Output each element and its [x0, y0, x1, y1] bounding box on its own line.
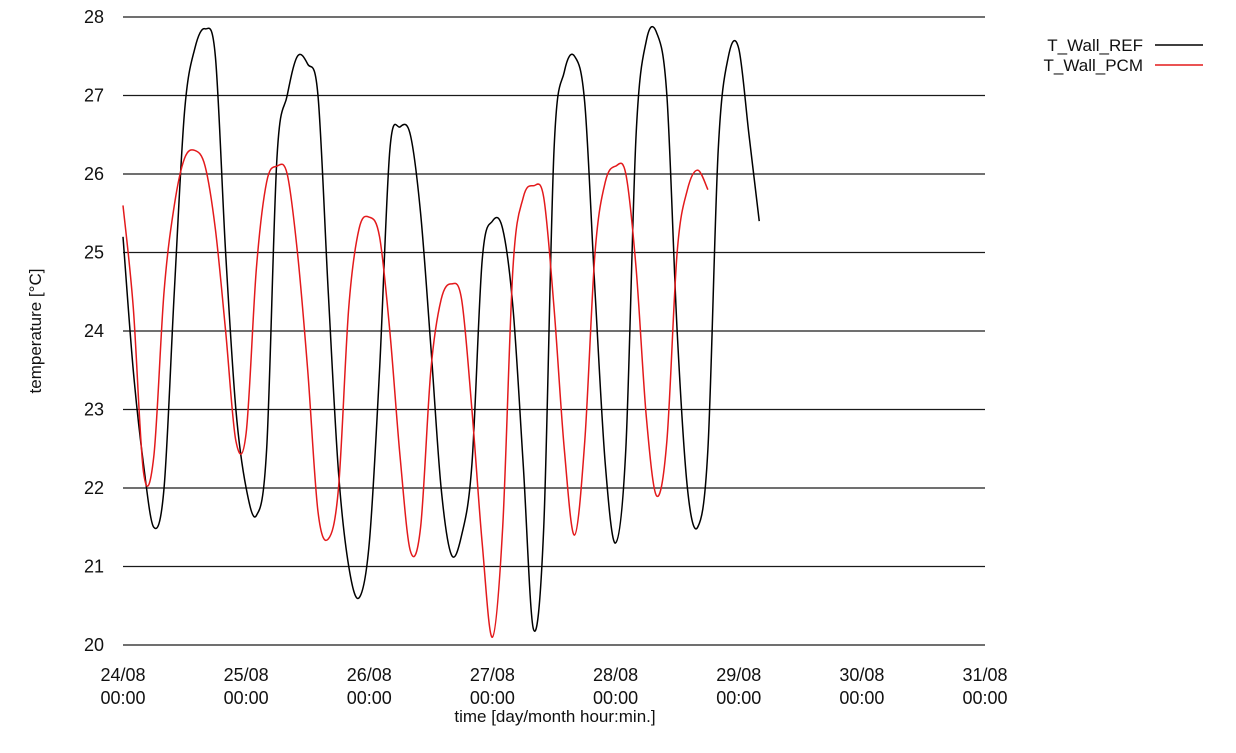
y-tick-label: 22	[84, 478, 104, 498]
x-tick-time: 00:00	[962, 688, 1007, 708]
x-tick: 24/08 00:00	[100, 665, 145, 708]
y-axis-ticks: 20 21 22 23 24 25 26 27 28	[84, 7, 104, 655]
series-line-T_Wall_PCM	[122, 149, 709, 638]
x-tick: 25/08 00:00	[224, 665, 269, 708]
grid-lines	[123, 16, 985, 646]
x-tick-date: 29/08	[716, 665, 761, 685]
x-tick-date: 30/08	[839, 665, 884, 685]
x-tick-time: 00:00	[100, 688, 145, 708]
y-tick-label: 27	[84, 86, 104, 106]
x-tick-date: 27/08	[470, 665, 515, 685]
x-tick: 29/08 00:00	[716, 665, 761, 708]
y-tick-label: 23	[84, 400, 104, 420]
x-axis-ticks: 24/08 00:00 25/08 00:00 26/08 00:00 27/08 00:00…	[100, 665, 1007, 708]
x-tick-date: 26/08	[347, 665, 392, 685]
x-tick-date: 28/08	[593, 665, 638, 685]
x-tick: 26/08 00:00	[347, 665, 392, 708]
series-lines	[122, 25, 760, 638]
x-tick-time: 00:00	[347, 688, 392, 708]
legend-label: T_Wall_REF	[1047, 36, 1143, 55]
x-tick-time: 00:00	[716, 688, 761, 708]
x-tick-time: 00:00	[839, 688, 884, 708]
x-tick-time: 00:00	[470, 688, 515, 708]
x-tick-date: 24/08	[100, 665, 145, 685]
y-tick-label: 20	[84, 635, 104, 655]
y-tick-label: 26	[84, 164, 104, 184]
x-tick-time: 00:00	[593, 688, 638, 708]
x-tick-time: 00:00	[224, 688, 269, 708]
x-axis-label: time [day/month hour:min.]	[454, 707, 655, 726]
x-tick: 27/08 00:00	[470, 665, 515, 708]
x-tick: 28/08 00:00	[593, 665, 638, 708]
y-tick-label: 24	[84, 321, 104, 341]
series-line-T_Wall_REF	[122, 25, 760, 632]
y-tick-label: 28	[84, 7, 104, 27]
x-tick: 30/08 00:00	[839, 665, 884, 708]
x-tick-date: 25/08	[224, 665, 269, 685]
x-tick-date: 31/08	[962, 665, 1007, 685]
y-tick-label: 21	[84, 557, 104, 577]
x-tick: 31/08 00:00	[962, 665, 1007, 708]
y-tick-label: 25	[84, 243, 104, 263]
y-axis-label: temperature [°C]	[26, 269, 45, 394]
legend-label: T_Wall_PCM	[1044, 56, 1144, 75]
